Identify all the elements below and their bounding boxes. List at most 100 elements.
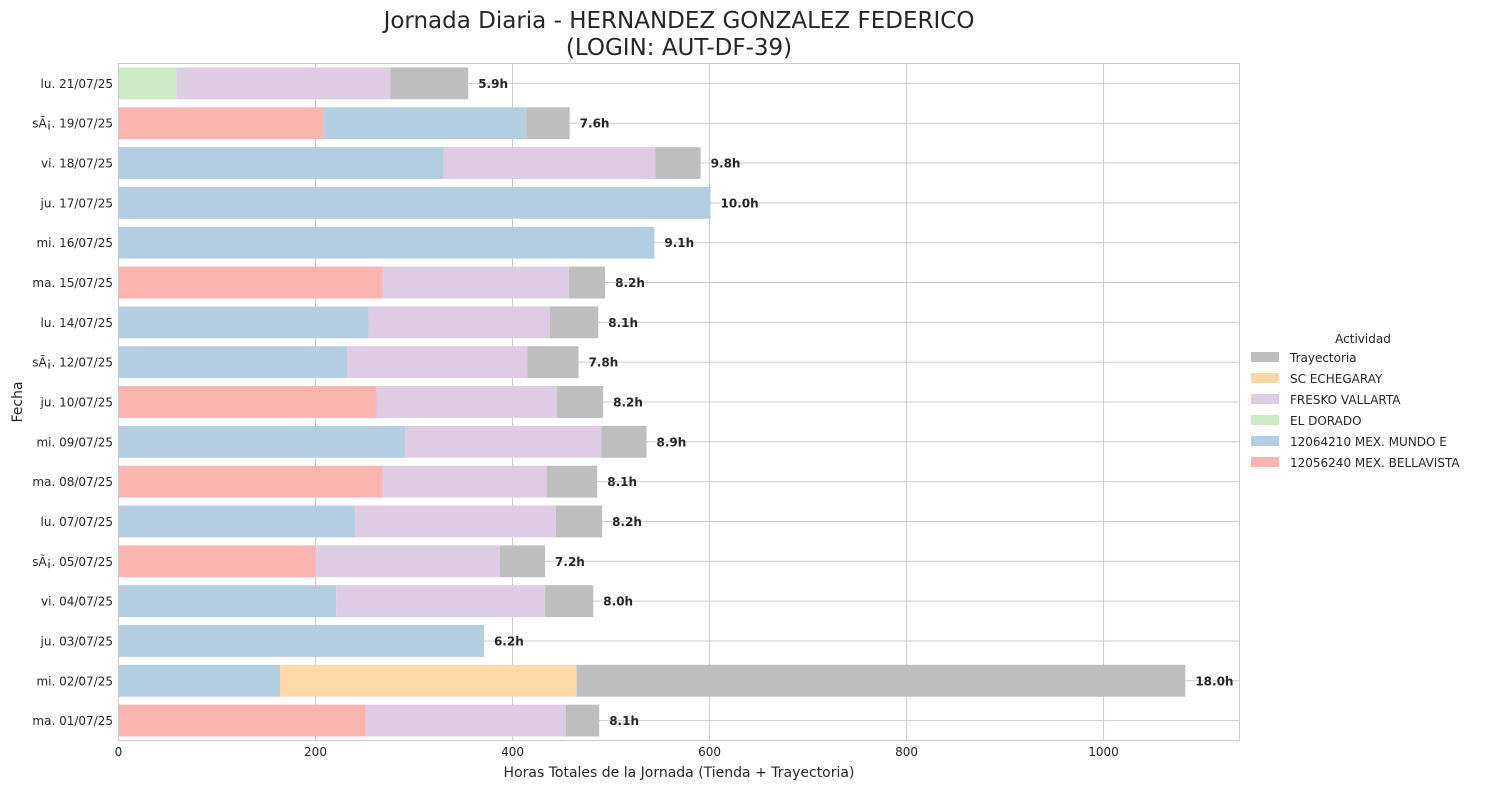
y-tick-label: sÃ¡. 05/07/25 [32,554,113,569]
bar-segment [118,386,377,418]
legend-entry: 12064210 MEX. MUNDO E [1290,435,1447,449]
bar-total-label: 7.2h [555,555,585,569]
bar-segment [118,67,177,100]
bar-segment [390,67,469,100]
bar-segment [368,306,550,339]
legend-entry: EL DORADO [1290,414,1362,428]
legend-swatch [1251,436,1279,446]
legend-entry: 12056240 MEX. BELLAVISTA [1290,456,1460,470]
bar-total-label: 7.6h [580,117,610,131]
bar-total-label: 9.8h [711,157,741,171]
bars [118,67,1186,737]
y-tick-label: sÃ¡. 12/07/25 [32,355,113,370]
y-tick-label: lu. 14/07/25 [41,316,113,330]
bar-segment [382,465,548,498]
y-tick-label: mi. 02/07/25 [36,674,113,688]
y-tick-label: vi. 04/07/25 [41,595,113,609]
bar-segment [118,625,484,657]
bar-segment [565,704,600,737]
bar-segment [118,505,355,538]
bar-segment [576,664,1186,697]
y-axis-label: Fecha [10,381,26,422]
legend-title: Actividad [1335,332,1391,346]
bar-segment [655,147,701,179]
bar-segment [336,585,546,618]
x-tick-labels: 0 200 400 600 800 1000 [115,745,1119,759]
bar-total-label: 6.2h [494,634,524,648]
bar-total-label: 8.1h [607,475,637,489]
x-axis-label: Horas Totales de la Jornada (Tienda + Tr… [504,765,855,781]
legend-entry: FRESKO VALLARTA [1290,393,1401,407]
chart-title: Jornada Diaria - HERNANDEZ GONZALEZ FEDE… [382,8,975,34]
bar-segment [556,386,604,418]
y-tick-label: lu. 07/07/25 [41,515,113,529]
bar-segment [405,425,602,458]
bar-segment [118,226,655,259]
bar-total-label: 8.1h [609,714,639,728]
bar-segment [547,465,598,498]
y-tick-label: ma. 08/07/25 [32,475,113,489]
bar-segment [526,107,570,140]
y-tick-labels: lu. 21/07/25 sÃ¡. 19/07/25 vi. 18/07/25 ju.… [32,77,113,728]
y-tick-label: ma. 15/07/25 [32,276,113,290]
bar-segment [545,585,594,618]
bar-segment [280,664,577,697]
bar-total-label: 7.8h [589,356,619,370]
bar-segment [365,704,566,737]
y-tick-label: sÃ¡. 19/07/25 [32,116,113,131]
bar-segment [118,306,369,339]
legend-swatch [1251,457,1279,467]
bar-segment [549,306,599,339]
legend-swatch [1251,394,1279,404]
x-tick-label: 600 [698,745,721,759]
bar-segment [118,186,711,219]
y-tick-label: mi. 09/07/25 [36,435,113,449]
bar-segment [118,346,348,379]
y-tick-label: lu. 21/07/25 [41,77,113,91]
y-tick-label: vi. 18/07/25 [41,157,113,171]
legend-swatch [1251,415,1279,425]
x-tick-label: 400 [501,745,524,759]
bar-segment [382,266,569,299]
bar-segment [347,346,528,379]
y-tick-label: ma. 01/07/25 [32,714,113,728]
bar-segment [118,664,281,697]
bar-segment [443,147,656,179]
plot-frame [118,63,1240,741]
bar-segment [315,545,500,578]
bar-segment [118,545,316,578]
bar-segment [118,704,366,737]
bar-segment [527,346,579,379]
chart-subtitle: (LOGIN: AUT-DF-39) [566,35,792,61]
bar-total-label: 8.1h [608,316,638,330]
bar-segment [118,266,383,299]
y-tick-label: ju. 03/07/25 [40,634,113,648]
bar-segment [323,107,527,140]
x-tick-label: 0 [115,745,123,759]
legend-entry: SC ECHEGARAY [1290,372,1383,386]
bar-total-label: 8.2h [613,396,643,410]
bar-total-label: 8.2h [612,515,642,529]
legend-swatch [1251,352,1279,362]
bar-total-label: 9.1h [664,236,694,250]
bar-total-label: 5.9h [478,77,508,91]
total-labels: 5.9h 7.6h 9.8h 10.0h 9.1h 8.2h 8.1h 7.8h 8.2h 8.9… [478,77,1233,728]
x-tick-label: 800 [895,745,918,759]
y-tick-label: ju. 17/07/25 [40,196,113,210]
bar-segment [176,67,391,100]
legend-entry: Trayectoria [1289,351,1357,365]
bar-total-label: 8.9h [656,435,686,449]
bar-segment [499,545,546,578]
bar-segment [118,465,383,498]
bar-segment [601,425,647,458]
bar-segment [354,505,556,538]
bar-segment [118,107,324,140]
bar-total-label: 8.2h [615,276,645,290]
bar-segment [118,147,444,179]
bar-total-label: 18.0h [1195,674,1233,688]
bar-segment [118,585,337,618]
bar-segment [555,505,603,538]
legend: Actividad Trayectoria SC ECHEGARAY FRESKO … [1251,332,1460,470]
bar-total-label: 10.0h [721,196,759,210]
y-tick-label: mi. 16/07/25 [36,236,113,250]
